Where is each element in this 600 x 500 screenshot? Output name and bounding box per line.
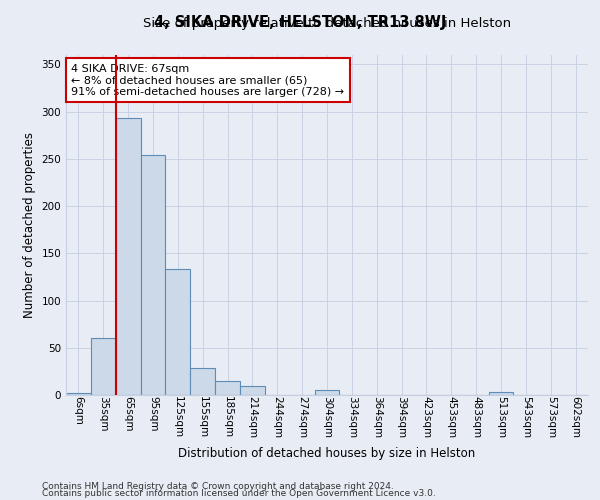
Bar (91, 338, 116, 395)
Bar (140, 155, 166, 395)
Title: Size of property relative to detached houses in Helston: Size of property relative to detached ho… (143, 17, 511, 30)
Bar (215, 381, 240, 395)
Bar (116, 118, 140, 395)
Bar (66, 393, 91, 395)
Text: Contains public sector information licensed under the Open Government Licence v3: Contains public sector information licen… (42, 489, 436, 498)
Text: Contains HM Land Registry data © Crown copyright and database right 2024.: Contains HM Land Registry data © Crown c… (42, 482, 394, 491)
X-axis label: Distribution of detached houses by size in Helston: Distribution of detached houses by size … (178, 447, 476, 460)
Text: 4 SIKA DRIVE: 67sqm
← 8% of detached houses are smaller (65)
91% of semi-detache: 4 SIKA DRIVE: 67sqm ← 8% of detached hou… (71, 64, 344, 96)
Bar (488, 392, 514, 395)
Text: 4, SIKA DRIVE, HELSTON, TR13 8WJ: 4, SIKA DRIVE, HELSTON, TR13 8WJ (154, 15, 446, 30)
Bar (166, 270, 190, 395)
Bar (314, 390, 340, 395)
Bar (240, 386, 265, 395)
Bar (190, 368, 215, 395)
Y-axis label: Number of detached properties: Number of detached properties (23, 132, 36, 318)
